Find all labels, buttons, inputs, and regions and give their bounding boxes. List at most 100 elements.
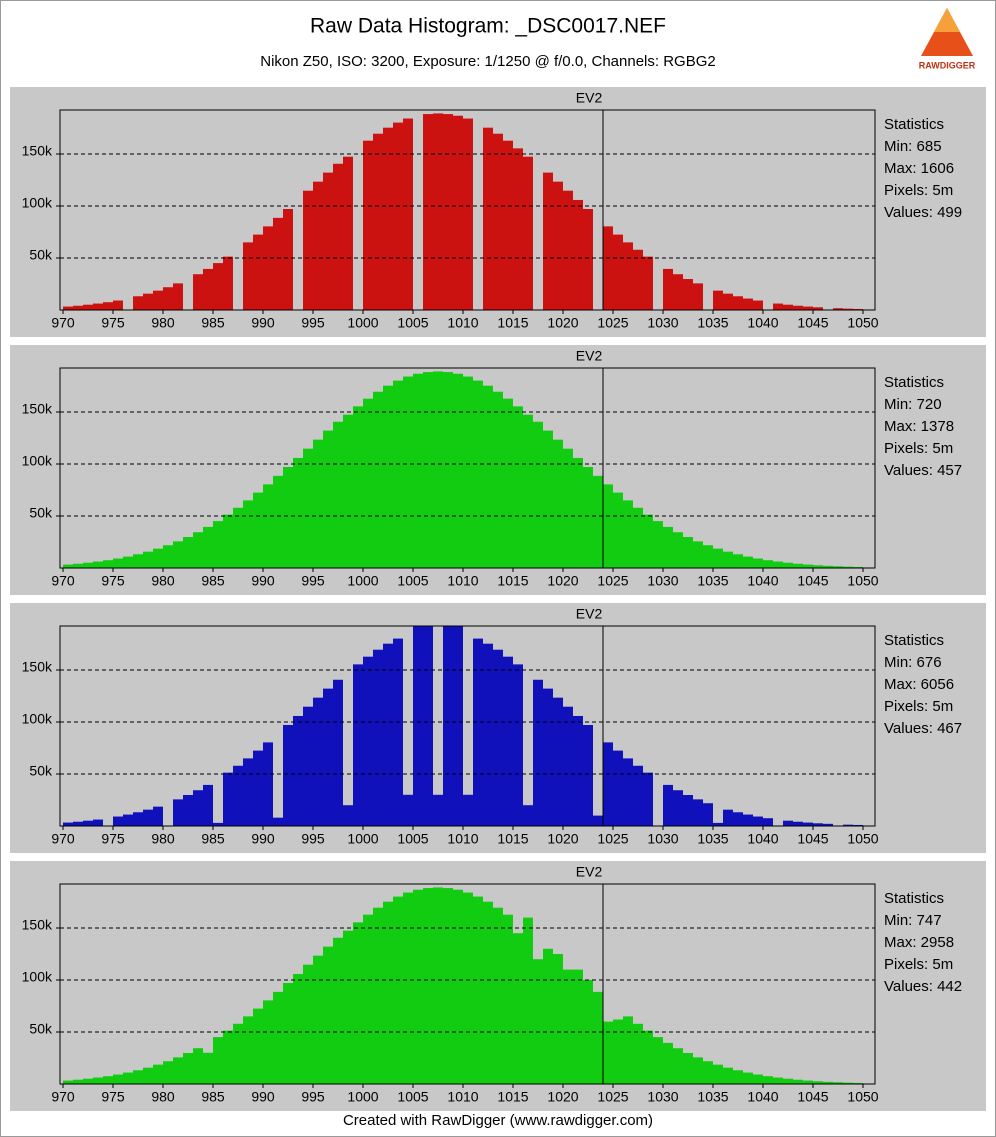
histogram-bar [153,290,163,310]
histogram-bar [713,548,723,568]
histogram-bar [83,304,93,310]
statistics-line: Pixels: 5m [884,182,953,199]
histogram-bar [403,794,413,826]
histogram-bar [473,896,483,1084]
histogram-bar [103,302,113,310]
histogram-bar [93,819,103,826]
histogram-bar [123,556,133,568]
histogram-bar [813,1081,823,1084]
plot-border [59,625,876,827]
histogram-bar [433,794,443,826]
histogram-bar [273,817,283,826]
x-tick-label: 1015 [497,315,528,331]
histogram-bar [143,809,153,826]
histogram-bar [603,1021,613,1084]
y-tick-label: 100k [22,969,53,985]
histogram-bar [513,406,523,568]
histogram-bar [73,1079,83,1084]
histogram-bar [503,656,513,826]
x-tick-label: 1020 [547,831,578,847]
histogram-bar [313,439,323,568]
histogram-bar [753,816,763,826]
histogram-bar [703,803,713,826]
histogram-bar [243,500,253,568]
histogram-bar [363,656,373,826]
histogram-bar [123,814,133,826]
histogram-bar [143,293,153,310]
logo: RAWDIGGER [919,8,976,70]
histogram-bar [553,697,563,826]
histogram-bar [133,812,143,826]
histogram-bar [753,300,763,310]
x-tick-label: 1020 [547,573,578,589]
histogram-bar [373,391,383,568]
statistics-line: Min: 720 [884,396,942,413]
histogram-bar [563,706,573,826]
histogram-bar [423,888,433,1084]
histogram-bar [443,114,453,311]
histogram-bar [553,953,563,1084]
histogram-bar [623,242,633,310]
x-tick-label: 990 [251,315,275,331]
histogram-bar [293,973,303,1084]
histogram-bar [713,822,723,826]
histogram-bar [633,507,643,568]
histogram-bar [63,564,73,568]
x-tick-label: 1025 [597,1089,628,1105]
histogram-bar [323,688,333,826]
histogram-bar [643,1030,653,1084]
x-tick-label: 1015 [497,1089,528,1105]
histogram-bar [573,969,583,1084]
histogram-bar [133,554,143,568]
histogram-bar [663,268,673,310]
histogram-bar [643,514,653,568]
x-tick-label: 1040 [747,315,778,331]
histogram-bar [683,279,693,310]
x-tick-label: 1000 [347,1089,378,1105]
x-tick-label: 1040 [747,573,778,589]
histogram-bar [233,507,243,568]
x-tick-label: 990 [251,831,275,847]
x-tick-label: 995 [301,315,325,331]
y-tick-label: 150k [22,659,53,675]
histogram-bar [143,1067,153,1084]
histogram-bar [633,249,643,310]
histogram-bar [303,448,313,568]
histogram-bar [793,305,803,310]
histogram-bar [323,946,333,1084]
histogram-bar [283,983,293,1084]
histogram-bar [183,1053,193,1084]
histogram-bar [743,556,753,568]
x-tick-label: 1045 [797,315,828,331]
histogram-bar [93,303,103,310]
histogram-bar [463,794,473,826]
histogram-bar [823,565,833,568]
statistics-line: Statistics [884,116,944,133]
histogram-bar [583,725,593,826]
histogram-bar [333,679,343,826]
histogram-bar [283,467,293,568]
histogram-bar [253,234,263,310]
histogram-bar [723,809,733,826]
histogram-bar [363,914,373,1084]
histogram-bar [453,373,463,568]
x-tick-label: 1035 [697,315,728,331]
statistics-line: Statistics [884,890,944,907]
ev-label: EV2 [576,864,603,880]
histogram-bar [203,784,213,826]
histogram-bar [603,484,613,568]
histogram-bar [753,558,763,568]
x-tick-label: 1005 [397,573,428,589]
statistics-line: Values: 467 [884,720,962,737]
x-tick-label: 1030 [647,315,678,331]
histogram-bar [313,697,323,826]
histogram-bar [483,643,493,826]
statistics-line: Min: 747 [884,912,942,929]
x-tick-label: 1040 [747,1089,778,1105]
histogram-bar [263,1000,273,1084]
histogram-bar [733,1070,743,1084]
histogram-panel: 50k 100k 150k 970 975 980 985 990 995 1000 1005 101… [10,345,986,595]
histogram-bar [483,385,493,568]
histogram-bar [753,1074,763,1084]
